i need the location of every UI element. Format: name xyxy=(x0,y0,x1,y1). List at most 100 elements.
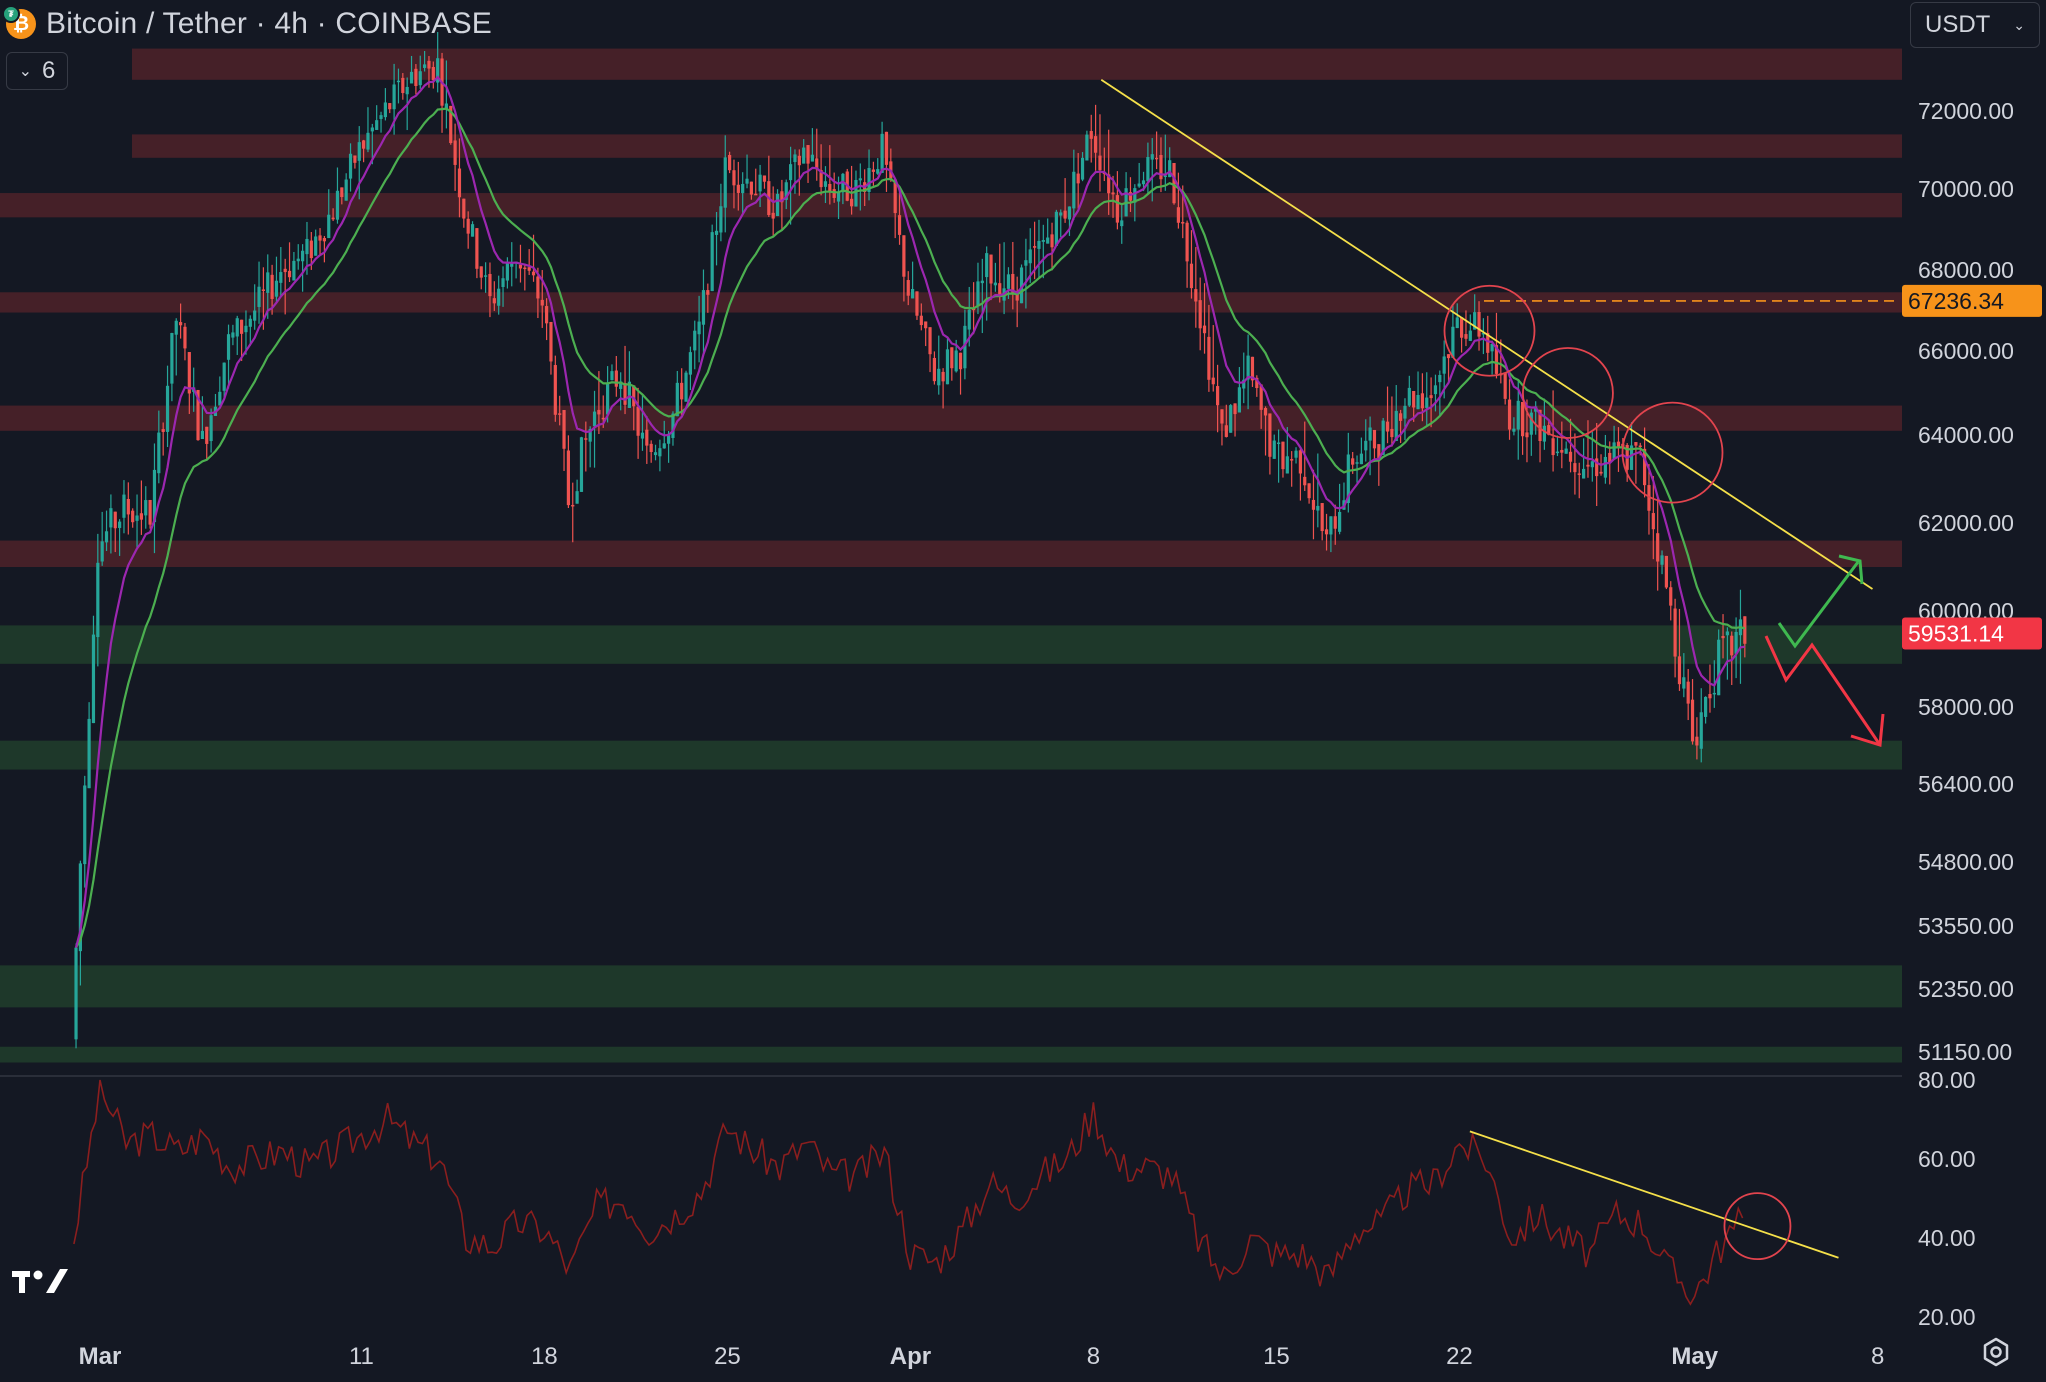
candle-body xyxy=(453,140,457,165)
candle-body xyxy=(1629,445,1634,470)
candle-body xyxy=(601,417,605,420)
candle-body xyxy=(1494,345,1499,374)
gear-icon[interactable] xyxy=(1980,1336,2012,1368)
candle-body xyxy=(1429,395,1433,399)
candle-body xyxy=(1590,461,1594,468)
candle-body xyxy=(87,718,91,789)
candle-body xyxy=(1490,343,1494,352)
candle-body xyxy=(1420,393,1424,409)
candle-body xyxy=(1368,427,1372,441)
candle-body xyxy=(680,382,684,400)
candle-body xyxy=(226,334,231,360)
candle-body xyxy=(976,281,980,307)
candle-body xyxy=(1137,183,1141,187)
candle-body xyxy=(1385,421,1390,432)
price-axis-label: 58000.00 xyxy=(1918,694,2014,720)
candle-body xyxy=(1229,405,1233,433)
candle-body xyxy=(1237,387,1241,413)
candle-body xyxy=(784,182,788,200)
candle-body xyxy=(701,290,706,325)
last-price-label: 59531.14 xyxy=(1908,621,2004,647)
candle-body xyxy=(1656,533,1660,562)
candle-body xyxy=(527,267,531,271)
candle-body xyxy=(741,183,745,194)
rejection-circle xyxy=(1621,401,1724,504)
candle-body xyxy=(309,240,313,259)
candle-body xyxy=(653,452,658,456)
candle-body xyxy=(1080,157,1085,180)
candle-body xyxy=(1608,452,1612,463)
candle-body xyxy=(1150,154,1154,160)
bullish-arrow xyxy=(1777,561,1860,649)
candle-body xyxy=(1155,157,1159,160)
candle-body xyxy=(1198,300,1202,329)
candle-body xyxy=(165,385,170,432)
chevron-down-icon: ⌄ xyxy=(2013,16,2025,33)
time-axis-label: Mar xyxy=(79,1343,122,1370)
candle-body xyxy=(1024,260,1028,266)
rejection-circle xyxy=(1443,284,1536,377)
candle-body xyxy=(636,406,640,436)
candle-body xyxy=(1346,454,1350,504)
candle-body xyxy=(867,167,871,192)
candle-body xyxy=(157,432,161,474)
candle-body xyxy=(248,318,252,327)
candle-body xyxy=(549,321,553,362)
candle-body xyxy=(96,562,100,638)
bullish-arrow-head xyxy=(1838,554,1864,585)
tradingview-logo[interactable] xyxy=(10,1264,70,1296)
candle-body xyxy=(257,286,261,307)
candle-body xyxy=(932,357,936,382)
candle-body xyxy=(1242,379,1246,389)
candle-body xyxy=(1259,384,1263,410)
candle-body xyxy=(1028,249,1032,264)
candle-body xyxy=(1146,157,1150,182)
candle-body xyxy=(488,273,492,297)
candle-body xyxy=(566,450,570,506)
candle-body xyxy=(854,180,858,207)
candle-body xyxy=(789,164,793,181)
candle-body xyxy=(1664,555,1668,588)
candle-body xyxy=(1172,162,1176,204)
candle-body xyxy=(91,634,96,724)
candle-body xyxy=(148,499,152,525)
candle-body xyxy=(314,236,318,256)
candle-body xyxy=(1294,450,1298,458)
symbol-title[interactable]: Bitcoin / Tether · 4h · COINBASE xyxy=(46,7,493,40)
candle-body xyxy=(963,325,967,369)
candle-body xyxy=(161,429,165,432)
candle-body xyxy=(1277,442,1281,445)
candle-body xyxy=(1717,639,1721,696)
time-axis-label: 8 xyxy=(1871,1343,1884,1370)
candle-body xyxy=(876,169,880,174)
candle-body xyxy=(1041,240,1045,242)
candle-body xyxy=(736,184,740,193)
candle-body xyxy=(322,238,326,242)
candle-body xyxy=(758,174,762,192)
candle-body xyxy=(1281,441,1285,470)
candle-body xyxy=(1399,413,1403,421)
candle-body xyxy=(1089,131,1093,139)
candle-body xyxy=(1708,694,1712,699)
currency-select[interactable]: USDT ⌄ xyxy=(1910,2,2040,48)
candle-body xyxy=(318,235,322,241)
candle-body xyxy=(209,415,213,442)
candle-body xyxy=(1311,499,1316,510)
candle-body xyxy=(1220,409,1224,424)
candle-body xyxy=(793,154,797,163)
candle-body xyxy=(1141,180,1146,185)
candle-body xyxy=(671,413,675,438)
candle-body xyxy=(370,127,374,132)
candle-body xyxy=(911,288,915,299)
candle-body xyxy=(131,510,135,523)
candle-body xyxy=(1320,503,1324,532)
candle-body xyxy=(958,352,963,370)
bearish-arrow xyxy=(1764,635,1882,746)
time-axis-label: 11 xyxy=(349,1343,374,1370)
indicators-toggle-button[interactable]: ⌄ 6 xyxy=(6,52,68,90)
candle-body xyxy=(362,140,366,149)
candle-body xyxy=(1268,413,1272,457)
candle-body xyxy=(183,326,187,349)
